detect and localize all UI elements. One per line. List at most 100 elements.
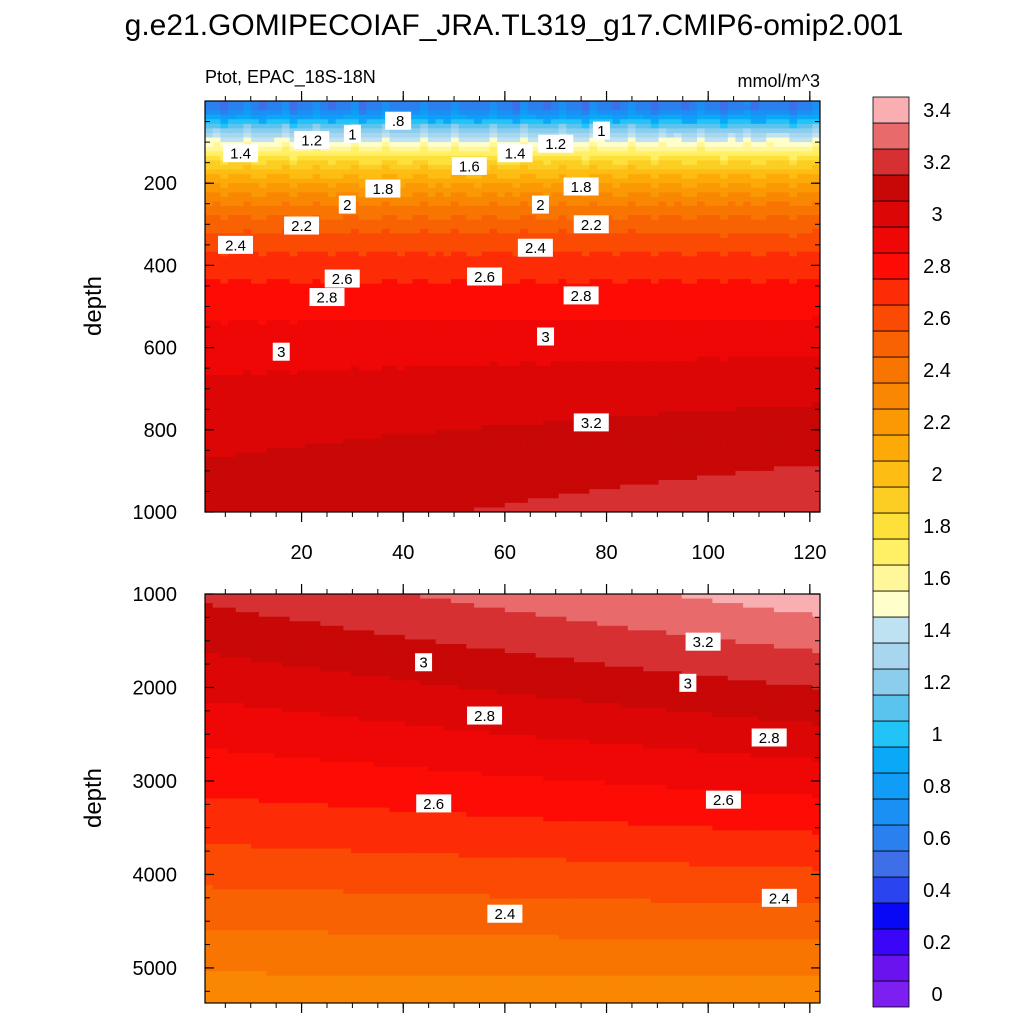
contour-cell — [328, 365, 337, 372]
contour-cell — [681, 123, 690, 129]
contour-cell — [597, 274, 606, 280]
contour-cell — [735, 247, 744, 253]
contour-cell — [481, 201, 491, 207]
contour-cell — [412, 164, 421, 171]
contour-cell — [558, 288, 567, 294]
contour-cell — [566, 160, 575, 166]
contour-cell — [274, 123, 283, 129]
contour-cell — [443, 297, 452, 303]
contour-cell — [212, 119, 221, 125]
contour-cell — [681, 288, 690, 294]
contour-cell — [612, 260, 621, 266]
contour-cell — [581, 233, 590, 239]
contour-cell — [443, 160, 452, 166]
contour-cell — [604, 164, 614, 171]
contour-cell — [320, 256, 329, 262]
contour-cell — [512, 119, 521, 125]
contour-cell — [504, 333, 514, 340]
contour-cell — [243, 288, 252, 294]
contour-cell — [212, 338, 221, 344]
contour-cell — [789, 288, 798, 294]
contour-cell — [697, 315, 706, 321]
contour-cell — [574, 338, 583, 344]
contour-cell — [451, 320, 460, 326]
contour-cell — [727, 333, 737, 340]
contour-cell — [804, 233, 813, 239]
contour-cell — [658, 306, 667, 312]
contour-cell — [458, 119, 467, 125]
contour-cell — [497, 375, 506, 381]
contour-cell — [773, 142, 783, 148]
contour-cell — [796, 274, 806, 280]
contour-cell — [389, 238, 398, 244]
contour-cell — [235, 101, 245, 107]
contour-cell — [612, 192, 621, 198]
contour-cell — [281, 210, 291, 216]
contour-cell — [720, 196, 729, 203]
contour-cell — [343, 119, 352, 125]
contour-cell — [481, 292, 491, 298]
contour-cell — [458, 370, 467, 376]
contour-cell — [220, 370, 229, 376]
contour-cell — [550, 105, 560, 111]
contour-cell — [512, 347, 521, 353]
contour-cell — [735, 206, 744, 212]
contour-cell — [712, 288, 721, 294]
contour-cell — [566, 174, 575, 180]
contour-cell — [381, 384, 391, 390]
contour-cell — [704, 274, 713, 280]
contour-cell — [358, 297, 368, 303]
contour-cell — [620, 160, 629, 166]
contour-cell — [366, 301, 375, 308]
contour-cell — [743, 160, 752, 166]
contour-cell — [750, 192, 760, 198]
contour-cell — [212, 365, 221, 372]
contour-cell — [535, 151, 544, 157]
contour-cell — [766, 333, 775, 340]
contour-cell — [304, 283, 314, 289]
contour-cell — [566, 347, 575, 353]
contour-cell — [766, 132, 775, 139]
contour-cell — [781, 352, 790, 358]
contour-cell — [781, 379, 790, 385]
contour-cell — [366, 128, 375, 134]
contour-cell — [489, 306, 498, 312]
contour-cell — [527, 256, 537, 262]
contour-cell — [397, 384, 406, 390]
contour-cell — [381, 160, 391, 166]
contour-cell — [320, 151, 329, 157]
contour-cell — [435, 123, 444, 129]
contour-cell — [527, 132, 537, 139]
contour-cell — [374, 242, 383, 248]
contour-cell — [489, 174, 498, 180]
contour-cell — [451, 137, 460, 143]
contour-cell — [597, 169, 606, 175]
contour-cell — [335, 137, 344, 143]
contour-cell — [489, 324, 498, 330]
contour-cell — [274, 333, 283, 340]
contour-cell — [320, 242, 329, 248]
contour-cell — [374, 315, 383, 321]
contour-cell — [451, 233, 460, 239]
contour-cell — [727, 329, 737, 335]
contour-cell — [258, 228, 268, 235]
contour-cell — [374, 119, 383, 125]
contour-cell — [435, 160, 444, 166]
contour-cell — [720, 164, 729, 171]
contour-cell — [627, 361, 637, 367]
contour-cell — [258, 219, 268, 225]
contour-cell — [704, 123, 713, 129]
contour-cell — [397, 269, 406, 276]
contour-cell — [497, 292, 506, 298]
contour-cell — [650, 183, 660, 189]
contour-cell — [466, 187, 475, 193]
contour-cell — [397, 224, 406, 230]
contour-cell — [743, 297, 752, 303]
contour-cell — [650, 347, 660, 353]
contour-cell — [312, 151, 321, 157]
contour-cell — [212, 324, 221, 330]
contour-cell — [266, 370, 275, 376]
contour-cell — [558, 196, 567, 203]
contour-cell — [658, 183, 667, 189]
contour-cell — [451, 292, 460, 298]
